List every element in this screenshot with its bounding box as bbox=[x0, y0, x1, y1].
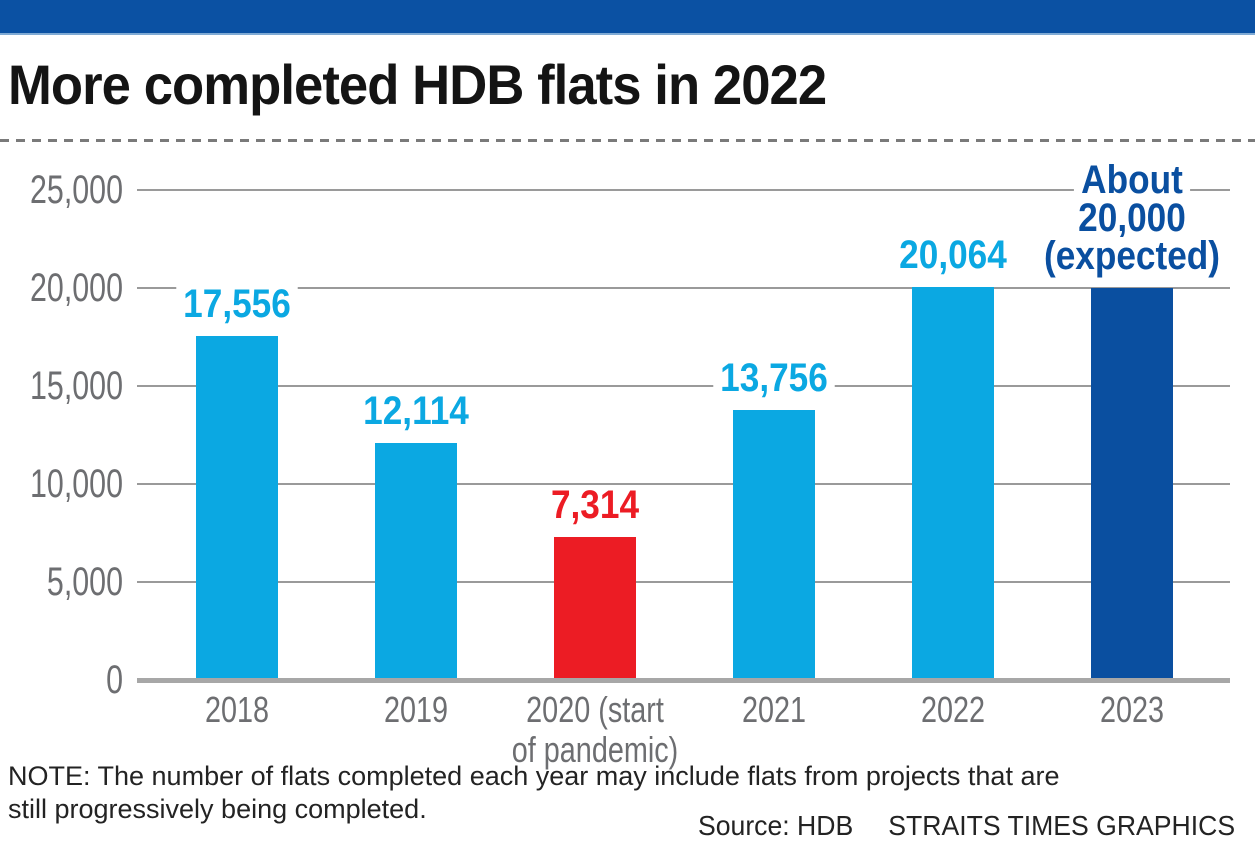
note-line-2: still progressively being completed. bbox=[8, 794, 427, 824]
bar-value-label: 7,314 bbox=[479, 485, 711, 525]
category-line: 2018 bbox=[204, 689, 270, 730]
x-axis-tick-label: 2020 (start of pandemic) bbox=[487, 690, 703, 770]
x-axis-tick-label: 2018 bbox=[129, 690, 345, 730]
category-line: 2019 bbox=[383, 689, 449, 730]
x-axis-tick-label: 2019 bbox=[308, 690, 524, 730]
y-axis-tick-label: 20,000 bbox=[30, 266, 124, 310]
category-line: 2021 bbox=[741, 689, 807, 730]
page-title: More completed HDB flats in 2022 bbox=[8, 53, 827, 116]
gridline bbox=[137, 581, 1230, 583]
category-line: 2022 bbox=[920, 689, 986, 730]
value-line: 12,114 bbox=[356, 391, 476, 431]
value-line: 7,314 bbox=[543, 485, 647, 525]
y-axis-tick-label: 0 bbox=[106, 658, 123, 702]
dashed-divider bbox=[0, 139, 1255, 142]
bar-value-label: About 20,000 (expected) bbox=[1016, 160, 1248, 276]
bar-2018 bbox=[196, 336, 278, 680]
bar-2023 bbox=[1091, 288, 1173, 680]
value-line: 20,064 bbox=[892, 235, 1014, 275]
bar-value-label: 12,114 bbox=[300, 391, 532, 431]
value-line: 13,756 bbox=[713, 358, 835, 398]
y-axis-tick-label: 10,000 bbox=[30, 462, 124, 506]
x-axis-tick-label: 2023 bbox=[1024, 690, 1240, 730]
bar-2021 bbox=[733, 410, 815, 680]
value-line: About bbox=[1074, 160, 1190, 200]
y-axis-tick-label: 25,000 bbox=[30, 168, 124, 212]
gridline bbox=[137, 287, 1230, 289]
bar-2020 bbox=[554, 537, 636, 680]
y-axis-tick-label: 5,000 bbox=[46, 560, 123, 604]
note-text: NOTE: The number of flats completed each… bbox=[8, 760, 1059, 826]
category-line: 2023 bbox=[1099, 689, 1165, 730]
source-label: Source: HDB bbox=[698, 810, 854, 841]
x-axis-line bbox=[137, 678, 1230, 683]
gridline bbox=[137, 189, 1230, 191]
value-line: (expected) bbox=[1036, 236, 1228, 276]
bar-2019 bbox=[375, 443, 457, 680]
value-line: 17,556 bbox=[176, 284, 298, 324]
x-axis-tick-label: 2021 bbox=[666, 690, 882, 730]
bar-value-label: 17,556 bbox=[121, 284, 353, 324]
gridline bbox=[137, 385, 1230, 387]
x-axis-tick-label: 2022 bbox=[845, 690, 1061, 730]
category-line: 2020 (start bbox=[526, 689, 664, 730]
y-axis-tick-label: 15,000 bbox=[30, 364, 124, 408]
note-line-1: NOTE: The number of flats completed each… bbox=[8, 761, 1060, 791]
bar-value-label: 13,756 bbox=[658, 358, 890, 398]
bar-2022 bbox=[912, 287, 994, 680]
top-banner bbox=[0, 0, 1255, 35]
bar-value-label: 20,064 bbox=[837, 235, 1069, 275]
gridline bbox=[137, 483, 1230, 485]
category-line: of pandemic) bbox=[511, 729, 679, 770]
value-line: 20,000 bbox=[1071, 198, 1193, 238]
credit-label: STRAITS TIMES GRAPHICS bbox=[888, 810, 1235, 841]
